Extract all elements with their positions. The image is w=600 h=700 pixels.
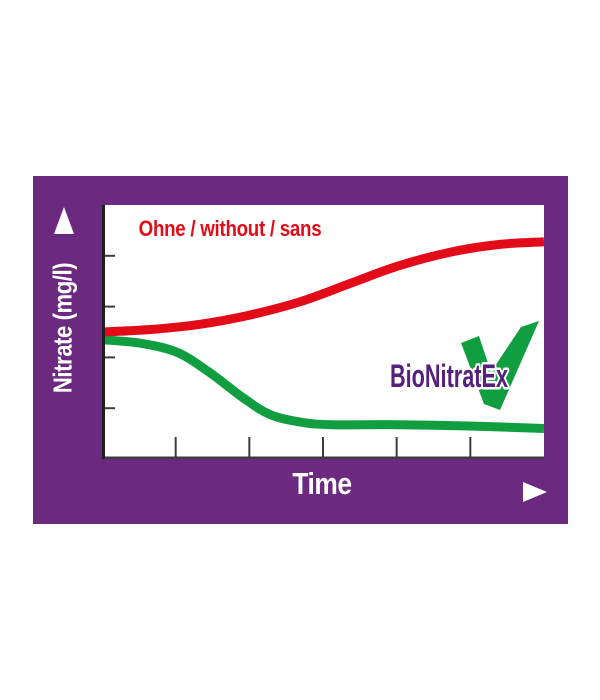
plot-area: Ohne / without / sans BioNitratEx [102, 205, 544, 459]
checkmark-icon [461, 321, 539, 410]
brand-text: BioNitratEx [390, 358, 508, 394]
plot-svg [102, 205, 544, 459]
chart-panel: Nitrate (mg/l) Ohne / without / sans Bio… [33, 176, 568, 524]
bionitratex-logo: BioNitratEx [388, 321, 539, 410]
x-axis-label: Time [292, 466, 352, 501]
up-arrow-icon [54, 207, 74, 234]
series-label-without: Ohne / without / sans [138, 216, 322, 241]
y-axis-label: Nitrate (mg/l) [47, 262, 78, 394]
right-arrow-icon [523, 482, 547, 502]
